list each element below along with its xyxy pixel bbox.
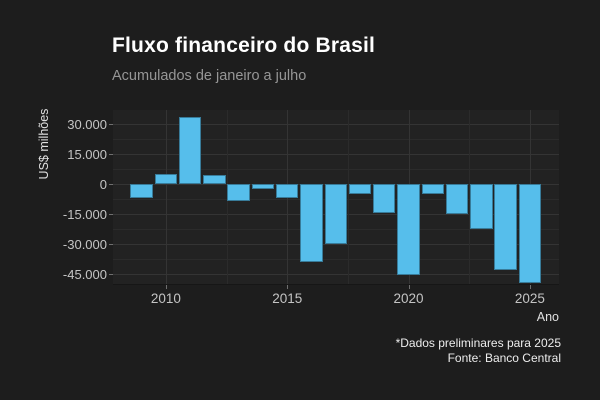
- y-tick-label: 30.000: [67, 116, 107, 132]
- gridline-x-minor: [226, 110, 228, 284]
- bar-2015: [276, 184, 299, 199]
- chart-title: Fluxo financeiro do Brasil: [112, 34, 376, 57]
- gridline-y-major: [113, 244, 559, 245]
- x-tick-mark: [408, 285, 410, 289]
- x-tick-mark: [529, 285, 531, 289]
- y-tick-label: 15.000: [67, 146, 107, 162]
- bar-2023: [470, 184, 493, 230]
- footnote-preliminary: *Dados preliminares para 2025: [395, 336, 561, 350]
- bar-2022: [445, 184, 469, 215]
- x-tick-mark: [287, 285, 289, 289]
- y-tick-mark: [109, 244, 113, 245]
- bar-2012: [203, 175, 226, 184]
- y-tick-label: -45.000: [62, 266, 107, 282]
- x-tick-label: 2010: [150, 291, 181, 306]
- gridline-x-minor: [347, 110, 349, 284]
- y-tick-mark: [109, 154, 113, 155]
- y-tick-mark: [109, 184, 113, 185]
- bar-2009: [130, 184, 153, 198]
- y-tick-label: -30.000: [62, 236, 107, 252]
- bar-2019: [373, 184, 396, 213]
- bar-2010: [154, 174, 178, 184]
- x-tick-label: 2015: [272, 291, 303, 306]
- bar-2014: [251, 184, 275, 190]
- bar-2013: [227, 184, 250, 202]
- gridline-y-major: [113, 124, 559, 125]
- gridline-x-minor: [469, 110, 471, 284]
- gridline-y-major: [113, 154, 559, 155]
- bar-2020: [397, 184, 420, 275]
- gridline-y-minor: [113, 139, 559, 140]
- x-tick-mark: [165, 285, 167, 289]
- bar-2011: [178, 117, 202, 184]
- bar-2021: [421, 184, 445, 195]
- y-tick-label: -15.000: [62, 206, 107, 222]
- bar-2024: [494, 184, 517, 270]
- gridline-y-minor: [113, 259, 559, 260]
- x-tick-label: 2025: [514, 291, 545, 306]
- gridline-y-major: [113, 274, 559, 275]
- bar-2018: [348, 184, 372, 194]
- bar-2016: [300, 184, 323, 262]
- y-tick-mark: [109, 124, 113, 125]
- gridline-y-minor: [113, 169, 559, 170]
- bar-2017: [324, 184, 347, 244]
- y-tick-mark: [109, 274, 113, 275]
- plot-area: [113, 110, 559, 285]
- y-tick-mark: [109, 214, 113, 215]
- x-axis-title: Ano: [536, 310, 559, 324]
- x-tick-label: 2020: [393, 291, 424, 306]
- bar-2025: [518, 184, 542, 283]
- gridline-x-major: [165, 110, 167, 284]
- y-tick-label: 0: [99, 176, 107, 192]
- chart-subtitle: Acumulados de janeiro a julho: [112, 68, 307, 84]
- source-note: Fonte: Banco Central: [447, 351, 561, 365]
